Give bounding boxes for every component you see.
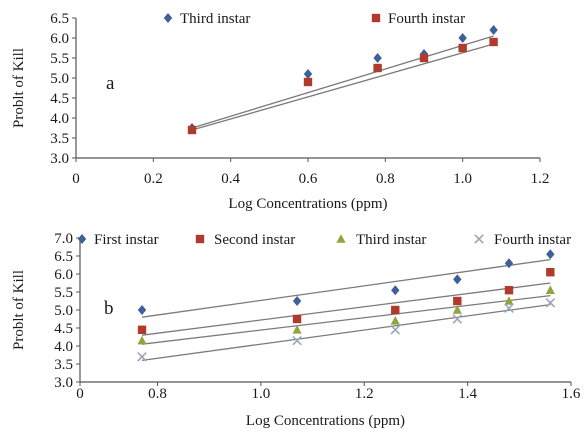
data-point bbox=[504, 286, 514, 295]
x-tick-label: 1.6 bbox=[562, 386, 581, 402]
data-point bbox=[504, 296, 514, 305]
data-point bbox=[137, 352, 147, 362]
legend-marker bbox=[195, 234, 205, 244]
data-point bbox=[545, 298, 556, 308]
chart-panel-a: 3.0 3.5 4.0 4.5 5.0 5.5 6.0 6.5 0 0.2 0.4 0.6 0.8 1.0… bbox=[11, 11, 549, 212]
panel-label: b bbox=[104, 298, 114, 319]
data-point bbox=[452, 305, 462, 314]
x-tick-label: 1.0 bbox=[453, 171, 472, 187]
y-tick-label: 4.0 bbox=[50, 111, 69, 127]
data-point bbox=[137, 335, 147, 345]
trendline bbox=[141, 282, 551, 336]
trendline bbox=[191, 35, 494, 129]
x-tick-label: 0.8 bbox=[376, 171, 395, 187]
legend-marker bbox=[336, 234, 346, 243]
data-point bbox=[452, 314, 463, 324]
panel-label: a bbox=[106, 73, 115, 94]
data-point bbox=[303, 69, 313, 79]
data-point bbox=[546, 249, 555, 260]
data-point bbox=[504, 258, 514, 269]
legend-label: First instar bbox=[94, 232, 159, 248]
legend-label: Second instar bbox=[214, 232, 295, 248]
data-point bbox=[453, 296, 462, 306]
y-tick-label: 5.0 bbox=[54, 303, 73, 319]
x-axis-label: Log Concentrations (ppm) bbox=[228, 196, 387, 212]
chart-panel-b: 3.0 3.5 4.0 4.5 5.0 5.5 6.0 6.5 7.0 0 0.8 1.0 1.2 1.4… bbox=[11, 231, 581, 429]
data-point bbox=[390, 325, 401, 335]
y-tick-label: 4.5 bbox=[50, 91, 69, 107]
data-point bbox=[546, 268, 555, 277]
data-point bbox=[504, 303, 514, 313]
trendline bbox=[141, 258, 551, 318]
legend-marker bbox=[474, 234, 484, 244]
y-tick-label: 6.0 bbox=[54, 267, 73, 283]
legend-label: Third instar bbox=[356, 232, 426, 248]
x-tick-label: 1.0 bbox=[252, 386, 271, 402]
data-point bbox=[187, 125, 197, 135]
x-tick-label: 0.6 bbox=[299, 171, 318, 187]
data-point bbox=[545, 285, 555, 294]
x-tick-label: 0 bbox=[72, 171, 80, 187]
data-point bbox=[489, 37, 498, 47]
data-point bbox=[391, 285, 400, 296]
data-point bbox=[292, 296, 302, 306]
y-tick-label: 4.0 bbox=[54, 339, 73, 355]
x-tick-label: 1.2 bbox=[355, 386, 374, 402]
y-tick-label: 3.5 bbox=[50, 131, 69, 147]
y-tick-label: 3.0 bbox=[54, 375, 73, 391]
data-point bbox=[373, 63, 382, 73]
x-tick-label: 1.4 bbox=[458, 386, 477, 402]
y-axis-label: Problt of Kill bbox=[11, 270, 27, 350]
trendline bbox=[141, 294, 551, 345]
legend-marker bbox=[77, 234, 87, 244]
data-point bbox=[137, 325, 147, 334]
y-tick-label: 6.0 bbox=[50, 31, 69, 47]
legend-label: Fourth instar bbox=[494, 232, 571, 248]
legend-marker bbox=[371, 13, 381, 23]
x-tick-label: 0.8 bbox=[148, 386, 167, 402]
data-point bbox=[373, 53, 382, 63]
data-point bbox=[137, 305, 147, 315]
data-point bbox=[292, 335, 302, 346]
data-point bbox=[458, 43, 467, 53]
data-point bbox=[303, 77, 313, 87]
y-tick-label: 6.5 bbox=[50, 11, 69, 27]
x-tick-label: 0 bbox=[76, 386, 84, 402]
y-tick-label: 6.5 bbox=[54, 249, 73, 265]
data-point bbox=[292, 325, 302, 334]
y-tick-label: 3.5 bbox=[54, 357, 73, 373]
y-axis-label: Problt of Kill bbox=[11, 48, 27, 128]
legend-label: Fourth instar bbox=[388, 11, 465, 27]
y-tick-label: 5.5 bbox=[50, 51, 69, 67]
legend-marker bbox=[163, 13, 173, 23]
data-point bbox=[453, 274, 462, 285]
y-tick-label: 7.0 bbox=[54, 231, 73, 247]
trendline bbox=[141, 303, 551, 362]
x-tick-label: 0.4 bbox=[221, 171, 240, 187]
data-point bbox=[292, 314, 302, 324]
data-point bbox=[391, 305, 400, 315]
y-tick-label: 5.0 bbox=[50, 71, 69, 87]
y-tick-label: 3.0 bbox=[50, 151, 69, 167]
data-point bbox=[458, 33, 467, 43]
trendline bbox=[191, 43, 494, 131]
x-tick-label: 0.2 bbox=[144, 171, 163, 187]
x-axis-label: Log Concentrations (ppm) bbox=[246, 413, 405, 429]
legend-label: Third instar bbox=[180, 11, 250, 27]
data-point bbox=[489, 25, 498, 35]
data-point bbox=[390, 316, 400, 325]
data-point bbox=[419, 53, 429, 63]
y-tick-label: 4.5 bbox=[54, 321, 73, 337]
y-tick-label: 5.5 bbox=[54, 285, 73, 301]
x-tick-label: 1.2 bbox=[531, 171, 550, 187]
